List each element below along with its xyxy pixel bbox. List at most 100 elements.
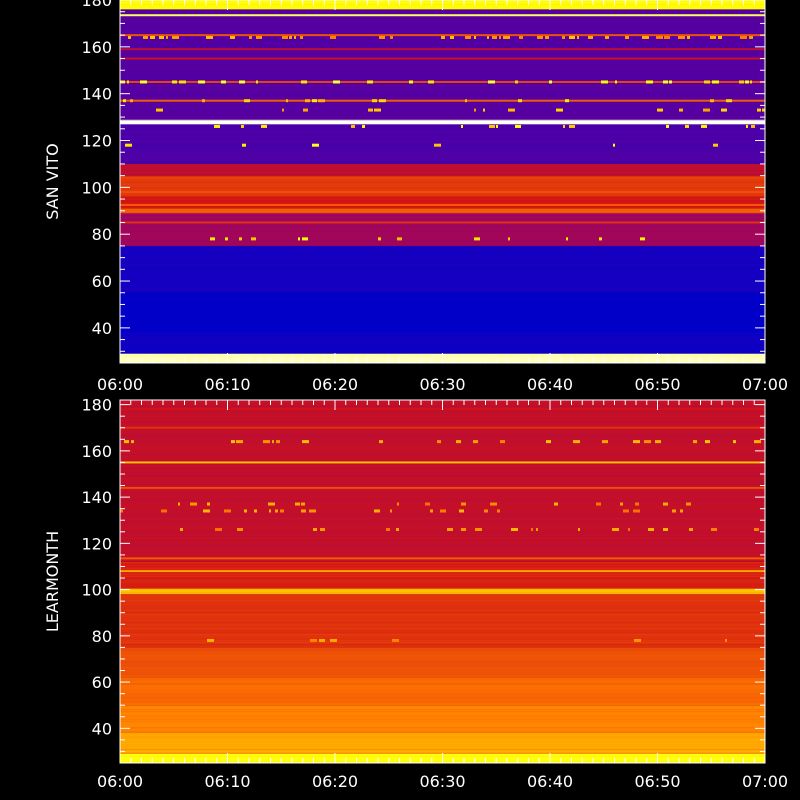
interference-burst [537, 35, 543, 39]
band-striation [120, 126, 765, 128]
x-tick-label: 06:20 [312, 375, 358, 394]
x-tick-label: 06:20 [312, 772, 358, 791]
interference-burst [725, 638, 727, 642]
interference-burst [751, 124, 755, 128]
band-striation [120, 723, 765, 725]
interference-burst [562, 35, 565, 39]
band-striation [120, 560, 765, 561]
band-striation [120, 247, 765, 249]
band-striation [120, 298, 765, 300]
interference-burst [207, 502, 210, 506]
frequency-band [120, 245, 765, 293]
band-striation [120, 424, 765, 425]
interference-burst [710, 99, 714, 103]
band-striation [120, 636, 765, 638]
band-striation [120, 689, 765, 691]
interference-burst [750, 80, 752, 84]
band-striation [120, 532, 765, 533]
interference-burst [330, 35, 336, 39]
interference-burst [390, 509, 392, 513]
band-striation [120, 514, 765, 515]
band-striation [120, 731, 765, 733]
band-striation [120, 494, 765, 495]
band-striation [120, 210, 765, 212]
interference-burst [475, 527, 482, 531]
band-striation [120, 243, 765, 245]
interference-burst [473, 440, 478, 444]
band-striation [120, 657, 765, 659]
band-striation [120, 508, 765, 509]
band-striation [120, 581, 765, 583]
band-striation [120, 490, 765, 491]
band-striation [120, 418, 765, 419]
band-striation [120, 644, 765, 646]
band-striation [120, 426, 765, 427]
band-striation [120, 33, 765, 35]
interference-burst [441, 35, 445, 39]
band-striation [120, 588, 765, 590]
interference-burst [430, 509, 433, 513]
interference-burst [239, 80, 245, 84]
x-tick-label: 06:50 [634, 375, 680, 394]
interference-burst [536, 527, 538, 531]
band-striation [120, 235, 765, 237]
interference-burst [409, 80, 413, 84]
band-striation [120, 709, 765, 711]
emission-line [120, 176, 765, 179]
band-striation [120, 294, 765, 296]
band-striation [120, 346, 765, 348]
band-striation [120, 681, 765, 683]
band-striation [120, 474, 765, 475]
interference-burst [549, 80, 552, 84]
x-tick-label: 07:00 [742, 375, 788, 394]
interference-burst [657, 108, 663, 112]
band-striation [120, 193, 765, 195]
interference-burst [754, 527, 759, 531]
interference-burst [210, 237, 215, 241]
y-tick-label: 180 [81, 0, 112, 10]
spectrogram-plot-area [120, 0, 765, 363]
band-striation [120, 124, 765, 126]
band-striation [120, 263, 765, 265]
emission-line [120, 80, 765, 83]
band-striation [120, 675, 765, 677]
band-striation [120, 442, 765, 443]
interference-burst [461, 527, 466, 531]
band-striation [120, 95, 765, 97]
band-striation [120, 538, 765, 539]
interference-burst [484, 509, 488, 513]
band-striation [120, 162, 765, 164]
emission-line [120, 461, 765, 464]
interference-burst [263, 440, 270, 444]
interference-burst [374, 108, 381, 112]
interference-burst [397, 502, 399, 506]
band-striation [120, 17, 765, 19]
interference-burst [130, 99, 133, 103]
interference-burst [515, 124, 521, 128]
band-striation [120, 306, 765, 308]
y-tick-label: 120 [81, 534, 112, 553]
interference-burst [179, 80, 186, 84]
interference-burst [437, 440, 441, 444]
y-tick-label: 40 [92, 319, 112, 338]
interference-burst [634, 638, 641, 642]
interference-burst [396, 527, 399, 531]
band-striation [120, 69, 765, 71]
band-striation [120, 575, 765, 577]
band-striation [120, 55, 765, 57]
interference-burst [269, 509, 271, 513]
interference-burst [312, 99, 317, 103]
band-striation [120, 552, 765, 553]
interference-burst [531, 527, 533, 531]
interference-burst [635, 502, 639, 506]
band-striation [120, 144, 765, 146]
interference-burst [733, 440, 736, 444]
interference-burst [362, 124, 365, 128]
interference-burst [120, 509, 123, 513]
band-striation [120, 340, 765, 342]
band-striation [120, 251, 765, 253]
band-striation [120, 227, 765, 229]
band-striation [120, 512, 765, 513]
band-striation [120, 705, 765, 707]
band-striation [120, 241, 765, 243]
